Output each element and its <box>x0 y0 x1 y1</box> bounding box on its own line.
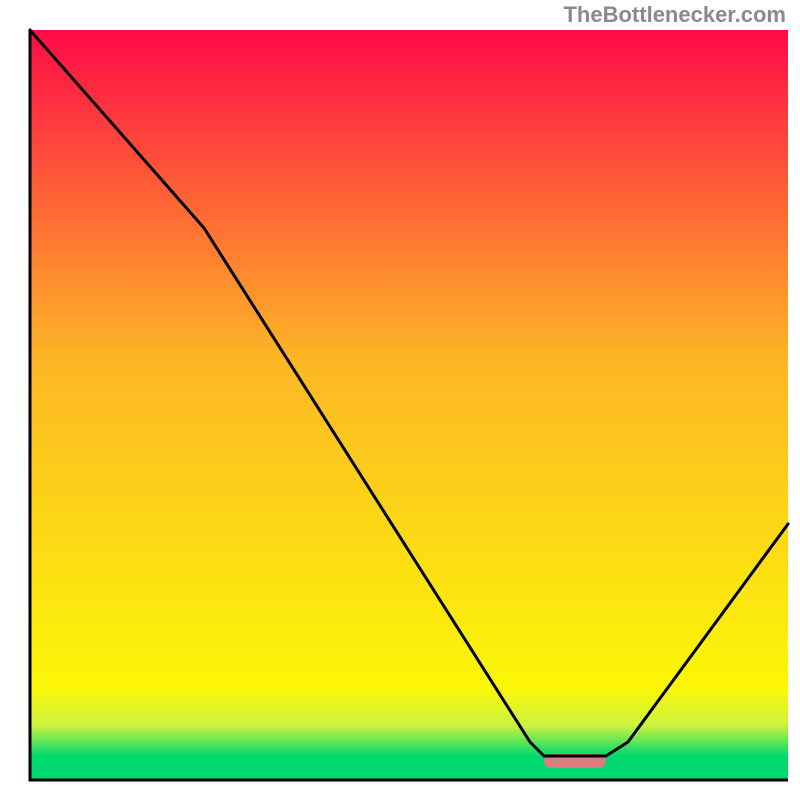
chart-container: TheBottlenecker.com <box>0 0 800 800</box>
background-gradient-main <box>30 30 788 688</box>
watermark-text: TheBottlenecker.com <box>563 2 786 28</box>
bottleneck-chart <box>0 0 800 800</box>
background-green-band <box>30 756 788 780</box>
background-gradient-green <box>30 688 788 756</box>
